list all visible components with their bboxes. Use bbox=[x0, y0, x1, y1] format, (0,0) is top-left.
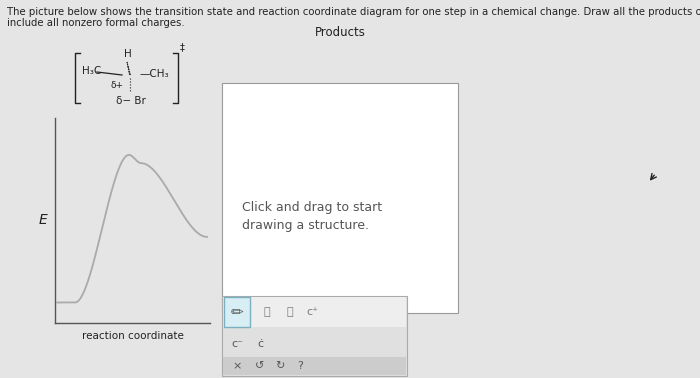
Text: c⁻: c⁻ bbox=[231, 339, 243, 349]
Text: ×: × bbox=[232, 361, 241, 371]
Text: ‡: ‡ bbox=[180, 42, 185, 52]
Text: include all nonzero formal charges.: include all nonzero formal charges. bbox=[7, 18, 185, 28]
Text: Click and drag to start
drawing a structure.: Click and drag to start drawing a struct… bbox=[242, 201, 382, 232]
Text: H₃C: H₃C bbox=[82, 66, 102, 76]
Text: The picture below shows the transition state and reaction coordinate diagram for: The picture below shows the transition s… bbox=[7, 7, 700, 17]
Bar bbox=[223, 297, 406, 327]
Text: δ− Br: δ− Br bbox=[116, 96, 146, 106]
Bar bbox=[223, 357, 406, 375]
Text: reaction coordinate: reaction coordinate bbox=[82, 331, 183, 341]
Text: ↺: ↺ bbox=[256, 361, 265, 371]
Text: —CH₃: —CH₃ bbox=[140, 69, 169, 79]
Text: ↻: ↻ bbox=[275, 361, 285, 371]
Text: c⁺: c⁺ bbox=[306, 307, 318, 317]
Text: E: E bbox=[38, 214, 47, 228]
Text: 🖐: 🖐 bbox=[287, 307, 293, 317]
Text: Products: Products bbox=[314, 26, 365, 39]
Bar bbox=[222, 83, 458, 313]
Text: ċ: ċ bbox=[257, 339, 263, 349]
Bar bbox=[224, 297, 250, 327]
Bar bbox=[222, 296, 407, 376]
Text: ?: ? bbox=[297, 361, 303, 371]
Text: H: H bbox=[124, 49, 132, 59]
Text: 💊: 💊 bbox=[264, 307, 270, 317]
Text: ✏: ✏ bbox=[230, 305, 244, 319]
Text: δ+: δ+ bbox=[111, 81, 123, 90]
